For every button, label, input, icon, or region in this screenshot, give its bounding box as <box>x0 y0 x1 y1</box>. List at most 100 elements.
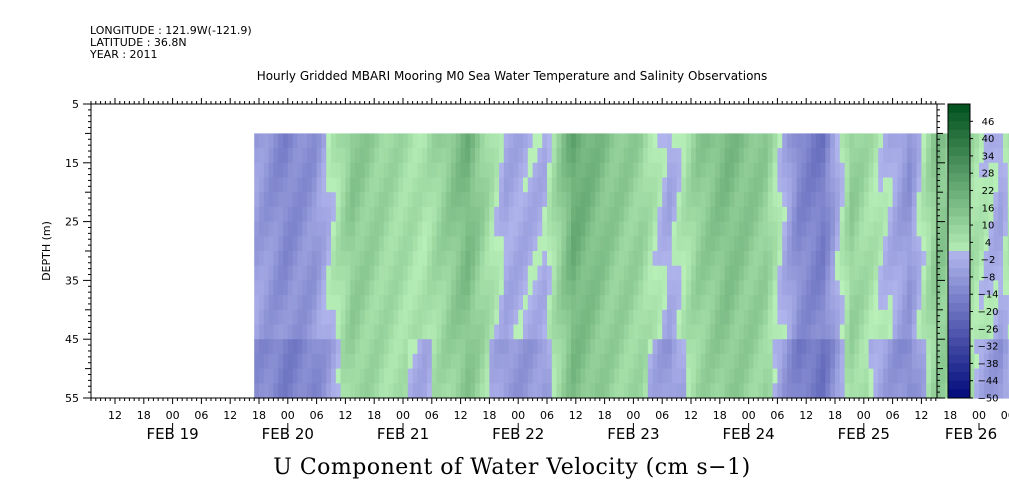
x-day-label: FEB 21 <box>377 425 429 443</box>
heatmap-cell <box>700 162 706 179</box>
heatmap-cell <box>753 148 759 164</box>
heatmap-cell <box>705 309 711 326</box>
heatmap-cell <box>566 280 572 296</box>
heatmap-cell <box>412 148 418 164</box>
heatmap-cell <box>868 206 874 223</box>
heatmap-cell <box>844 353 850 370</box>
heatmap-cell <box>753 324 759 340</box>
heatmap-cell <box>268 236 274 252</box>
heatmap-cell <box>422 133 428 149</box>
heatmap-cell <box>302 133 308 149</box>
heatmap-cell <box>441 192 447 208</box>
heatmap-cell <box>383 280 390 296</box>
heatmap-cell <box>729 265 735 281</box>
heatmap-cell <box>1003 368 1009 384</box>
heatmap-cell <box>254 221 260 237</box>
heatmap-cell <box>916 251 922 267</box>
heatmap-cell <box>503 236 510 252</box>
heatmap-cell <box>446 206 452 223</box>
heatmap-cell <box>436 162 442 179</box>
heatmap-cell <box>628 280 634 296</box>
heatmap-cell <box>508 162 514 179</box>
heatmap-cell <box>782 133 788 149</box>
heatmap-cell <box>407 177 414 193</box>
heatmap-cell <box>767 295 774 311</box>
heatmap-cell <box>772 280 778 296</box>
heatmap-cell <box>460 368 466 384</box>
heatmap-cell <box>969 368 975 384</box>
heatmap-cell <box>292 162 298 179</box>
heatmap-cell <box>854 339 860 355</box>
heatmap-cell <box>297 265 303 281</box>
heatmap-cell <box>892 280 898 296</box>
heatmap-cell <box>983 148 990 164</box>
heatmap-cell <box>403 236 409 252</box>
heatmap-cell <box>686 265 692 281</box>
heatmap-cell <box>470 206 476 223</box>
heatmap-cell <box>1007 280 1009 296</box>
heatmap-cell <box>556 192 562 208</box>
heatmap-cell <box>489 133 495 149</box>
heatmap-cell <box>585 162 591 179</box>
heatmap-cell <box>465 148 471 164</box>
heatmap-cell <box>777 236 783 252</box>
x-tick-label: 00 <box>972 409 986 422</box>
heatmap-cell <box>460 280 466 296</box>
heatmap-cell <box>479 236 486 252</box>
heatmap-cell <box>609 133 615 149</box>
heatmap-cell <box>878 368 884 384</box>
heatmap-cell <box>633 265 639 281</box>
heatmap-cell <box>835 324 841 340</box>
heatmap-cell <box>887 339 894 355</box>
heatmap-cell <box>715 162 721 179</box>
heatmap-cell <box>455 309 462 326</box>
heatmap-cell <box>854 177 860 193</box>
heatmap-cell <box>796 192 802 208</box>
heatmap-cell <box>791 324 798 340</box>
heatmap-cell <box>719 251 726 267</box>
heatmap-cell <box>638 368 644 384</box>
heatmap-cell <box>835 383 841 399</box>
heatmap-cell <box>566 236 572 252</box>
heatmap-cell <box>1003 383 1009 399</box>
heatmap-cell <box>695 368 702 384</box>
heatmap-cell <box>489 309 495 326</box>
heatmap-cell <box>427 353 433 370</box>
heatmap-cell <box>935 177 942 193</box>
heatmap-cell <box>657 162 663 179</box>
heatmap-cell <box>825 177 831 193</box>
heatmap-cell <box>777 353 783 370</box>
heatmap-cell <box>345 221 351 237</box>
heatmap-cell <box>590 148 596 164</box>
heatmap-cell <box>638 133 644 149</box>
colorbar-swatch <box>948 285 970 295</box>
heatmap-cell <box>403 133 409 149</box>
heatmap-cell <box>907 221 913 237</box>
heatmap-cell <box>628 206 634 223</box>
heatmap-cell <box>753 383 759 399</box>
heatmap-cell <box>403 265 409 281</box>
heatmap-cell <box>782 280 788 296</box>
heatmap-cell <box>455 162 462 179</box>
heatmap-cell <box>748 177 754 193</box>
heatmap-cell <box>585 236 591 252</box>
heatmap-cell <box>465 251 471 267</box>
heatmap-cell <box>340 353 346 370</box>
heatmap-cell <box>455 368 462 384</box>
heatmap-cell <box>926 265 932 281</box>
heatmap-cell <box>311 133 318 149</box>
heatmap-cell <box>556 251 562 267</box>
heatmap-cell <box>983 236 990 252</box>
heatmap-cell <box>772 133 778 149</box>
colorbar-label: 4 <box>985 238 991 249</box>
heatmap-cell <box>763 353 769 370</box>
heatmap-cell <box>791 339 798 355</box>
heatmap-cell <box>825 368 831 384</box>
x-axis-label: U Component of Water Velocity (cm s−1) <box>273 455 751 480</box>
colorbar-swatch <box>948 389 970 399</box>
heatmap-cell <box>398 251 404 267</box>
heatmap-cell <box>355 148 361 164</box>
heatmap-cell <box>254 339 260 355</box>
heatmap-cell <box>316 265 322 281</box>
heatmap-cell <box>436 265 442 281</box>
